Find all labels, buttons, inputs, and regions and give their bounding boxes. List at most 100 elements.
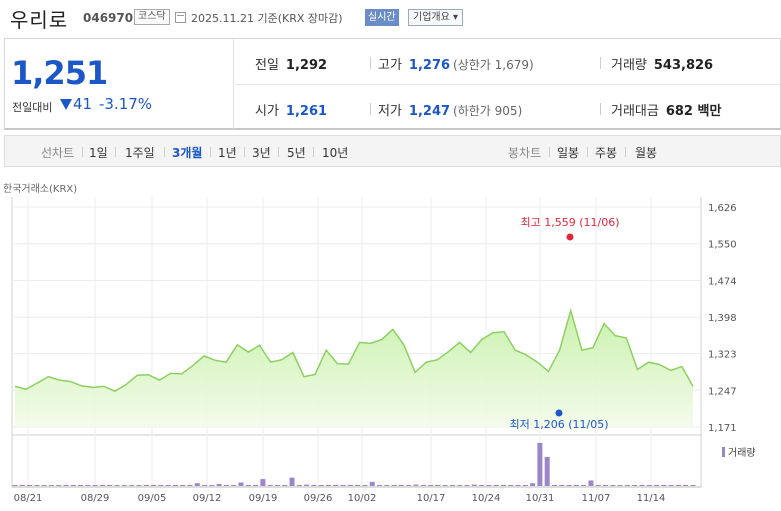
high-annotation: 최고 1,559 (11/06) — [520, 216, 619, 229]
change-label: 전일대비 — [12, 101, 53, 114]
y-tick-label: 1,626 — [708, 203, 737, 214]
volume-legend-label: 거래량 — [728, 447, 756, 459]
price-area — [15, 310, 693, 427]
x-tick-label: 08/29 — [81, 493, 110, 504]
volume-bar — [624, 485, 630, 486]
volume-bar — [391, 485, 397, 486]
volume-bar — [603, 485, 609, 486]
volume-bar — [384, 485, 390, 486]
x-tick-label: 09/19 — [249, 493, 278, 504]
x-tick-label: 10/02 — [348, 493, 377, 504]
high-marker — [566, 233, 574, 241]
volume-bar — [19, 485, 25, 486]
volume-bar — [187, 485, 193, 486]
tab-period-1y[interactable]: 1년 — [218, 146, 237, 160]
volume-bar — [92, 485, 98, 486]
volume-bar — [355, 485, 361, 486]
quote-panel: 1,251 전일대비 41 -3.17% 전일 1,292 고가 1,276 (상한가… — [4, 38, 781, 130]
stock-name: 우리로 — [10, 8, 69, 32]
market-badge: 코스닥 — [134, 9, 170, 25]
x-tick-label: 09/05 — [138, 493, 167, 504]
volume-bar — [56, 485, 62, 486]
volume-bar — [202, 485, 208, 486]
open-price: 시가 1,261 — [255, 104, 328, 119]
tab-period-3m[interactable]: 3개월 — [172, 146, 203, 160]
volume-bar — [34, 485, 40, 486]
volume-bar — [238, 482, 244, 486]
company-overview-dropdown[interactable]: 기업개요 ▾ — [408, 9, 463, 26]
tab-period-3y[interactable]: 3년 — [252, 146, 271, 160]
volume-bar — [151, 485, 157, 486]
volume-bar — [78, 485, 84, 486]
volume-bar — [559, 485, 565, 486]
volume: 거래량 543,826 — [611, 58, 714, 73]
y-tick-label: 1,323 — [708, 350, 737, 361]
volume-bar — [493, 485, 499, 486]
volume-bar — [333, 485, 339, 486]
realtime-button[interactable]: 실시간 — [365, 9, 399, 26]
quote-date: 2025.11.21 기준(KRX 장마감) — [191, 12, 343, 25]
volume-bar — [48, 485, 54, 486]
tab-candle-day[interactable]: 일봉 — [557, 146, 580, 160]
volume-bar — [654, 485, 660, 486]
volume-bar — [544, 456, 550, 486]
tab-period-10y[interactable]: 10년 — [322, 146, 349, 160]
volume-bar — [413, 484, 419, 486]
volume-bar — [588, 480, 594, 486]
volume-bar — [479, 485, 485, 486]
volume-bar — [194, 483, 200, 486]
tab-line-chart[interactable]: 선차트 — [41, 146, 75, 160]
volume-bar — [70, 485, 76, 486]
volume-bar — [428, 485, 434, 486]
volume-bar — [99, 485, 105, 486]
volume-bar — [267, 485, 273, 486]
low-annotation: 최저 1,206 (11/05) — [509, 418, 608, 431]
volume-bar — [296, 485, 302, 486]
volume-bar — [690, 485, 696, 486]
x-tick-label: 11/07 — [582, 493, 611, 504]
volume-bar — [209, 485, 215, 486]
volume-bar — [646, 485, 652, 486]
tab-candle-chart[interactable]: 봉차트 — [508, 146, 542, 160]
x-tick-label: 10/17 — [417, 493, 446, 504]
volume-bar — [639, 485, 645, 486]
y-tick-label: 1,550 — [708, 240, 737, 251]
volume-bar — [581, 485, 587, 486]
volume-bar — [435, 485, 441, 486]
volume-bar — [610, 485, 616, 486]
change-value: 41 — [73, 95, 93, 113]
tab-period-5y[interactable]: 5년 — [287, 146, 306, 160]
x-tick-label: 10/24 — [472, 493, 501, 504]
current-price: 1,251 — [11, 54, 108, 92]
y-tick-label: 1,474 — [708, 276, 737, 287]
tab-candle-month[interactable]: 월봉 — [635, 146, 658, 160]
calendar-icon — [175, 12, 186, 23]
volume-bar — [457, 485, 463, 486]
tab-period-1w[interactable]: 1주일 — [125, 146, 155, 160]
volume-bar — [63, 485, 69, 486]
low-marker — [555, 409, 563, 417]
volume-bar — [274, 485, 280, 486]
volume-bar — [522, 485, 528, 486]
volume-bar — [231, 485, 237, 486]
volume-bar — [398, 485, 404, 486]
volume-bar — [632, 485, 638, 486]
volume-bar — [500, 485, 506, 486]
volume-bar — [289, 477, 295, 486]
volume-bar — [136, 485, 142, 486]
volume-bar — [449, 485, 455, 486]
tab-period-1d[interactable]: 1일 — [89, 146, 108, 160]
volume-bar — [442, 485, 448, 486]
volume-bar — [143, 485, 149, 486]
prev-close: 전일 1,292 — [255, 58, 328, 73]
down-arrow-icon — [60, 99, 72, 110]
volume-bar — [114, 485, 120, 486]
volume-bar — [508, 485, 514, 486]
y-tick-label: 1,247 — [708, 386, 737, 397]
tab-candle-week[interactable]: 주봉 — [595, 146, 618, 160]
day-high: 고가 1,276 (상한가 1,679) — [378, 58, 534, 73]
x-tick-label: 10/31 — [526, 493, 555, 504]
volume-bar — [675, 485, 681, 486]
day-low: 저가 1,247 (하한가 905) — [378, 104, 523, 119]
volume-bar — [311, 485, 317, 486]
